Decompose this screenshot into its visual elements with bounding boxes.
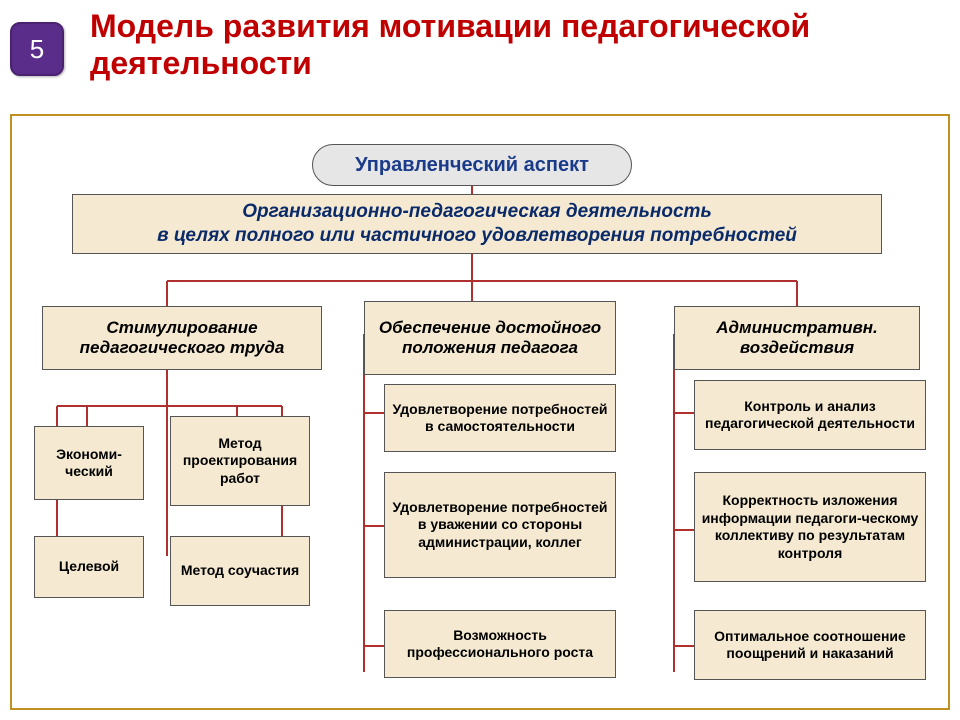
branch-position: Обеспечение достойного положения педагог… — [364, 301, 616, 375]
branch-admin: Административн. воздействия — [674, 306, 920, 370]
org-activity-box: Организационно-педагогическая деятельнос… — [72, 194, 882, 254]
col2-growth: Возможность профессионального роста — [384, 610, 616, 678]
col1-economical: Экономи-ческий — [34, 426, 144, 500]
col1-target: Целевой — [34, 536, 144, 598]
slide-number-badge: 5 — [10, 22, 64, 76]
col3-control: Контроль и анализ педагогической деятель… — [694, 380, 926, 450]
slide-title: Модель развития мотивации педагогической… — [90, 8, 920, 82]
col1-design-method: Метод проектирования работ — [170, 416, 310, 506]
col2-respect: Удовлетворение потребностей в уважении с… — [384, 472, 616, 578]
col2-independence: Удовлетворение потребностей в самостояте… — [384, 384, 616, 452]
col3-correctness: Корректность изложения информации педаго… — [694, 472, 926, 582]
aspect-ellipse: Управленческий аспект — [312, 144, 632, 186]
branch-stimulation: Стимулирование педагогического труда — [42, 306, 322, 370]
diagram-frame: Управленческий аспект Организационно-пед… — [10, 114, 950, 710]
col1-participation: Метод соучастия — [170, 536, 310, 606]
col3-balance: Оптимальное соотношение поощрений и нака… — [694, 610, 926, 680]
